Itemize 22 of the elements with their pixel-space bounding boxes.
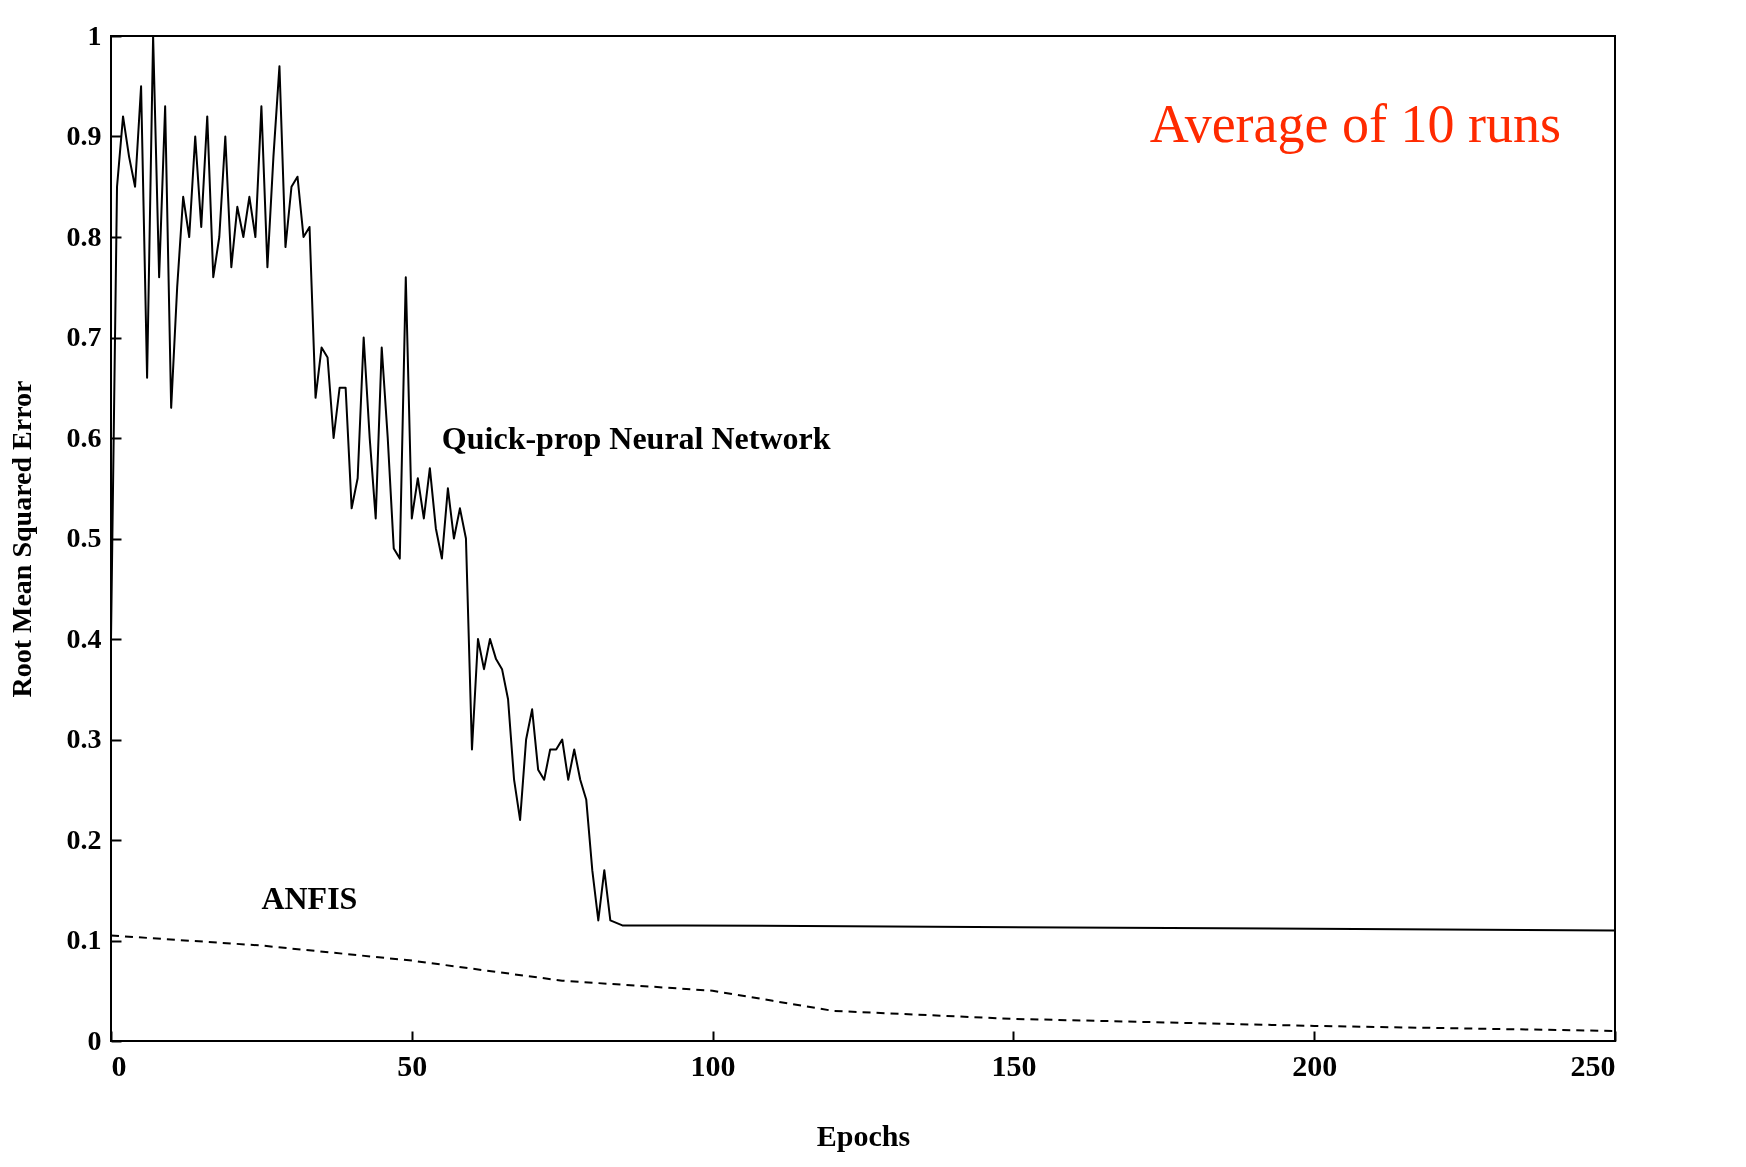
x-tick-label: 100 [690,1048,736,1082]
y-tick-label: 0.9 [66,120,102,151]
x-tick-label: 250 [1570,1048,1616,1082]
y-tick-label: 1 [87,19,102,51]
y-tick-label: 0.8 [66,220,102,252]
y-tick-label: 0.6 [66,421,102,453]
series-label: ANFIS [261,879,358,916]
x-tick-label: 50 [397,1048,428,1082]
annotation: Average of 10 runs [1149,94,1561,154]
y-tick-label: 0.4 [66,622,102,654]
y-axis-title: Root Mean Squared Error [5,380,37,698]
y-tick-label: 0.2 [66,823,102,855]
series-label: Quick-prop Neural Network [441,420,831,457]
x-tick-label: 200 [1292,1048,1338,1082]
x-axis-title: Epochs [816,1118,911,1152]
y-tick-label: 0 [87,1024,102,1056]
x-tick-label: 0 [111,1048,127,1082]
y-tick-label: 0.3 [66,723,102,754]
y-tick-label: 0.7 [66,321,102,352]
x-tick-label: 150 [991,1048,1037,1082]
y-tick-label: 0.1 [66,924,102,955]
y-tick-label: 0.5 [66,522,102,553]
